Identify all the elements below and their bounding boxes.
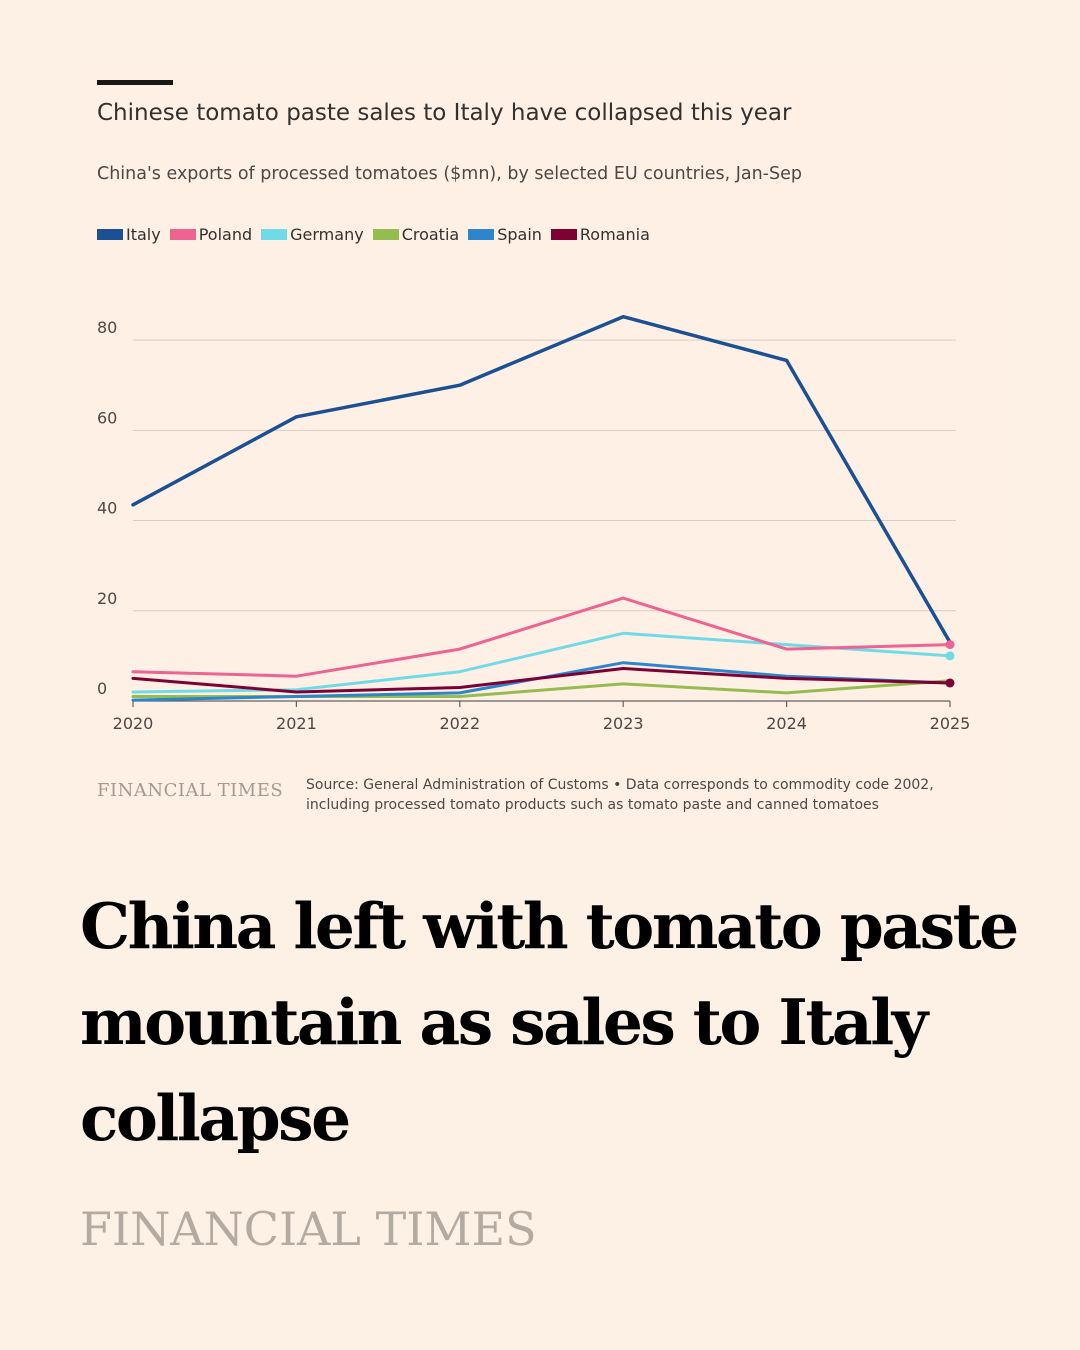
chart-title: Chinese tomato paste sales to Italy have… (97, 100, 792, 126)
chart-card: Chinese tomato paste sales to Italy have… (80, 60, 1005, 830)
end-marker-poland (945, 640, 955, 650)
accent-rule (97, 80, 173, 85)
x-tick-label: 2021 (276, 714, 317, 733)
series-line-romania (131, 667, 952, 694)
legend-swatch (261, 229, 288, 240)
source-brand: FINANCIAL TIMES (97, 780, 284, 801)
chart-subtitle: China's exports of processed tomatoes ($… (97, 164, 802, 184)
legend-label: Poland (198, 225, 253, 244)
source-note: Source: General Administration of Custom… (306, 777, 934, 813)
legend-swatch (372, 229, 399, 240)
y-tick-label: 0 (97, 679, 107, 698)
legend-swatch (550, 229, 577, 240)
line-chart: 0 20 40 60 80 2020 2021 2022 2023 2024 2025 (97, 314, 971, 733)
legend-swatch (169, 229, 196, 240)
y-tick-label: 80 (97, 318, 117, 337)
y-tick-label: 20 (97, 589, 117, 608)
x-tick-label: 2025 (930, 714, 971, 733)
legend-item-germany: Germany (261, 225, 364, 244)
x-tick-label: 2022 (439, 714, 480, 733)
legend-label: Italy (126, 225, 161, 244)
x-tick-label: 2024 (766, 714, 807, 733)
end-marker-germany (945, 651, 955, 661)
series-line-spain (131, 661, 952, 702)
footer-brand: FINANCIAL TIMES (80, 1202, 537, 1256)
legend-item-romania: Romania (550, 225, 650, 244)
x-tick-label: 2020 (113, 714, 154, 733)
headline: China left with tomato paste mountain as… (80, 889, 1019, 1155)
y-tick-label: 60 (97, 408, 117, 427)
legend-item-poland: Poland (169, 225, 253, 244)
legend-label: Croatia (401, 225, 460, 244)
x-tick-label: 2023 (603, 714, 644, 733)
legend-label: Romania (579, 225, 650, 244)
series-line-germany (131, 631, 952, 694)
series-line-italy (131, 314, 952, 645)
end-marker-romania (945, 678, 955, 688)
chart-legend: Italy Poland Germany Croatia Spain Romania (97, 225, 659, 244)
legend-label: Germany (290, 225, 364, 244)
series-line-poland (131, 596, 952, 678)
legend-item-spain: Spain (468, 225, 542, 244)
legend-item-italy: Italy (97, 225, 161, 244)
legend-label: Spain (497, 225, 542, 244)
legend-item-croatia: Croatia (372, 225, 460, 244)
y-tick-label: 40 (97, 499, 117, 518)
legend-swatch (468, 229, 495, 240)
legend-swatch (97, 229, 123, 240)
